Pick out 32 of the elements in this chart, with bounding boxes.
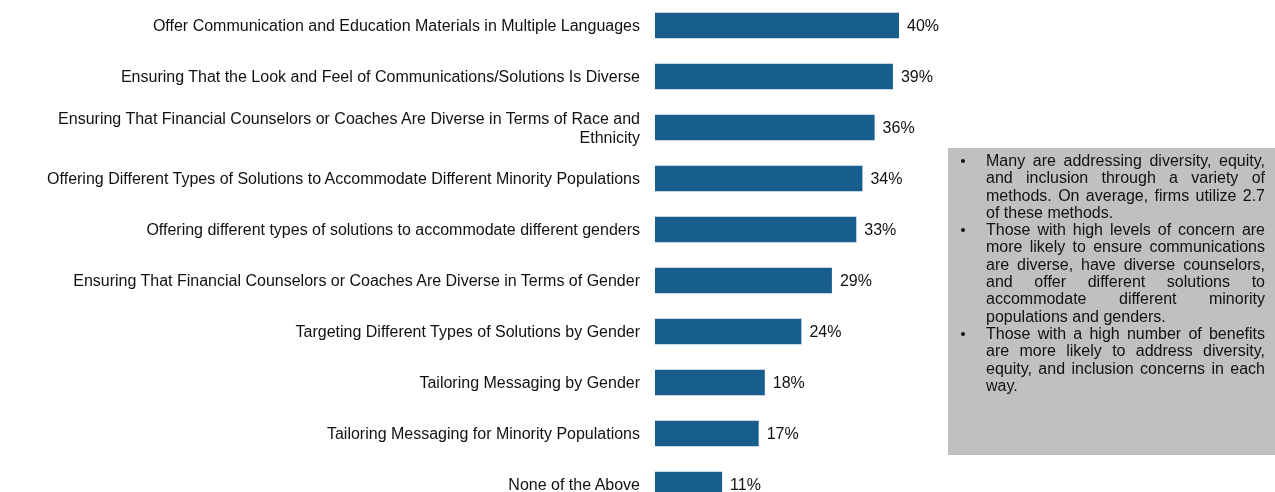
data-label: 34%: [870, 170, 903, 187]
bar: [655, 165, 863, 192]
bar: [655, 318, 802, 345]
bar: [655, 420, 759, 447]
y-tick-label: Offering Different Types of Solutions to Accommodate Different Minority Populations: [47, 170, 640, 187]
data-label: 33%: [864, 221, 897, 238]
data-label: 36%: [882, 119, 915, 136]
text: Those with a high number of benefits are more likely to address diversity, equity, and inclusion concerns in each way.: [986, 324, 1265, 394]
y-tick-label: Offer Communication and Education Materials in Multiple Languages: [152, 17, 640, 34]
text: Those with high levels of concern are more likely to ensure communications are diverse, have diverse counselors, and offer different solutions to accommodate different minority populations and genders.: [986, 221, 1265, 325]
y-tick-label: None of the Above: [508, 476, 641, 492]
data-label: 11%: [730, 476, 761, 492]
bar: [655, 216, 857, 243]
y-tick-label: Ensuring That the Look and Feel of Communications/Solutions Is Diverse: [120, 68, 641, 85]
data-label: 18%: [772, 374, 805, 391]
y-tick-label: Ensuring That Financial Counselors or Coaches Are Diverse in Terms of Gender: [73, 272, 641, 289]
y-tick-label: Tailoring Messaging by Gender: [419, 374, 641, 391]
data-label: 24%: [809, 323, 842, 340]
data-label: 40%: [907, 17, 940, 34]
text: Many are addressing diversity, equity, and inclusion through a variety of methods. On average, firms utilize 2.7 of these methods.: [986, 152, 1265, 221]
y-tick-label: Ensuring That Financial Counselors or Coaches Are Diverse in Terms of Race and Ethnicity: [58, 109, 640, 146]
bar: [655, 63, 893, 90]
bar: [655, 12, 899, 39]
y-tick-label: Targeting Different Types of Solutions by Gender: [295, 323, 641, 340]
y-tick-label: Offering different types of solutions to accommodate different genders: [146, 221, 640, 238]
data-label: 39%: [900, 68, 933, 85]
bar: [655, 369, 765, 396]
bar: [655, 267, 832, 294]
data-label: 29%: [839, 272, 872, 289]
bar: [655, 114, 875, 141]
y-tick-label: Tailoring Messaging for Minority Populations: [326, 425, 640, 442]
data-label: 17%: [766, 425, 799, 442]
